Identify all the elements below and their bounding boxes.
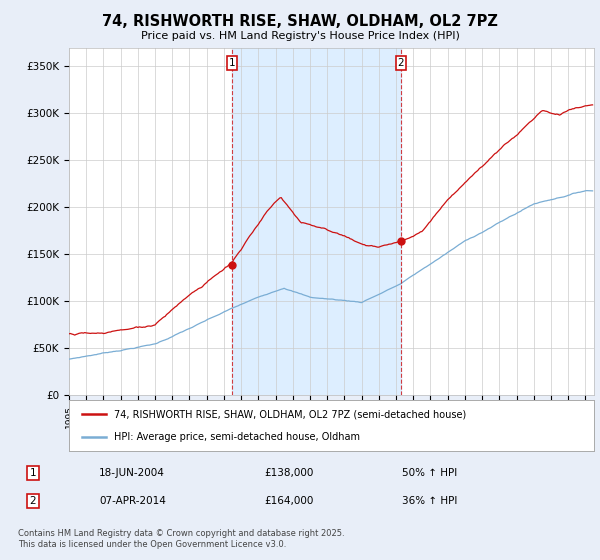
Text: 18-JUN-2004: 18-JUN-2004 <box>99 468 165 478</box>
Text: HPI: Average price, semi-detached house, Oldham: HPI: Average price, semi-detached house,… <box>113 432 359 442</box>
Text: 74, RISHWORTH RISE, SHAW, OLDHAM, OL2 7PZ (semi-detached house): 74, RISHWORTH RISE, SHAW, OLDHAM, OL2 7P… <box>113 409 466 419</box>
Text: 1: 1 <box>29 468 37 478</box>
Text: 2: 2 <box>397 58 404 68</box>
Bar <box>232 48 401 395</box>
Text: 1: 1 <box>229 58 235 68</box>
Text: 07-APR-2014: 07-APR-2014 <box>99 496 166 506</box>
Text: 36% ↑ HPI: 36% ↑ HPI <box>402 496 457 506</box>
Text: Contains HM Land Registry data © Crown copyright and database right 2025.
This d: Contains HM Land Registry data © Crown c… <box>18 529 344 549</box>
Text: 50% ↑ HPI: 50% ↑ HPI <box>402 468 457 478</box>
Text: 2: 2 <box>29 496 37 506</box>
Text: £138,000: £138,000 <box>264 468 313 478</box>
Text: £164,000: £164,000 <box>264 496 313 506</box>
Text: Price paid vs. HM Land Registry's House Price Index (HPI): Price paid vs. HM Land Registry's House … <box>140 31 460 41</box>
Text: 74, RISHWORTH RISE, SHAW, OLDHAM, OL2 7PZ: 74, RISHWORTH RISE, SHAW, OLDHAM, OL2 7P… <box>102 14 498 29</box>
